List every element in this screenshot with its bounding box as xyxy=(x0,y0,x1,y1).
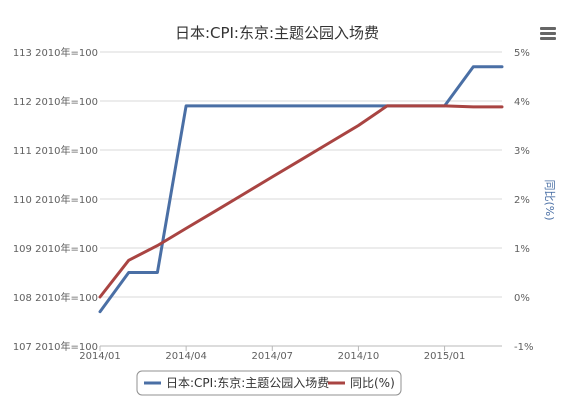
x-tick-label: 2014/10 xyxy=(338,351,380,362)
legend-box xyxy=(136,370,402,396)
x-tick-label: 2014/04 xyxy=(165,351,207,362)
menu-icon[interactable] xyxy=(540,27,556,40)
x-tick-label: 2014/01 xyxy=(79,351,121,362)
legend-item-label[interactable]: 日本:CPI:东京:主题公园入场费 xyxy=(166,376,329,390)
left-tick-label: 107 2010年=100 xyxy=(13,340,98,353)
right-tick-label: 1% xyxy=(514,244,530,255)
right-tick-label: 4% xyxy=(514,97,530,108)
right-tick-label: -1% xyxy=(514,342,533,353)
chart-title: 日本:CPI:东京:主题公园入场费 xyxy=(175,24,379,42)
legend[interactable]: 日本:CPI:东京:主题公园入场费 同比(%) xyxy=(136,370,402,396)
legend-item-label[interactable]: 同比(%) xyxy=(350,376,395,390)
x-tick-label: 2014/07 xyxy=(252,351,294,362)
left-tick-label: 111 2010年=100 xyxy=(13,144,98,157)
left-tick-label: 110 2010年=100 xyxy=(13,193,98,206)
right-tick-label: 3% xyxy=(514,146,530,157)
right-tick-label: 5% xyxy=(514,48,530,59)
left-tick-label: 113 2010年=100 xyxy=(13,46,98,59)
right-axis-label: 同比(%) xyxy=(543,179,556,220)
left-tick-label: 108 2010年=100 xyxy=(13,291,98,304)
x-tick-label: 2015/01 xyxy=(424,351,466,362)
series-line xyxy=(98,104,504,299)
axes: 107 2010年=100 108 2010年=100 109 2010年=100 1… xyxy=(13,46,534,362)
right-tick-label: 0% xyxy=(514,293,530,304)
left-tick-label: 112 2010年=100 xyxy=(13,95,98,108)
grid xyxy=(100,51,502,347)
series-line xyxy=(98,65,504,314)
left-tick-label: 109 2010年=100 xyxy=(13,242,98,255)
series-lines xyxy=(98,65,504,314)
right-tick-label: 2% xyxy=(514,195,530,206)
